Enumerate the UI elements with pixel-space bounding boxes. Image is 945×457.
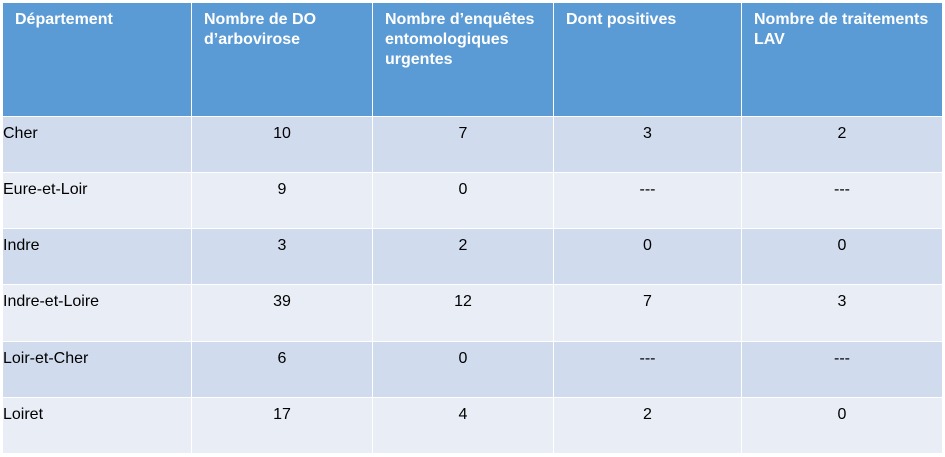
header-positives: Dont positives: [553, 2, 742, 117]
cell-traitements: 0: [741, 396, 943, 455]
cell-do: 9: [191, 172, 373, 230]
header-departement: Département: [2, 2, 192, 117]
table-row: Indre 3 2 0 0: [2, 228, 943, 286]
cell-enquetes: 0: [372, 340, 554, 398]
cell-traitements: 2: [741, 115, 943, 174]
cell-do: 39: [191, 284, 373, 342]
table-row: Eure-et-Loir 9 0 --- ---: [2, 172, 943, 230]
cell-enquetes: 2: [372, 228, 554, 286]
cell-traitements: 0: [741, 228, 943, 286]
cell-positives: 2: [553, 396, 742, 455]
cell-departement: Eure-et-Loir: [2, 172, 192, 230]
cell-departement: Indre-et-Loire: [2, 284, 192, 342]
cell-positives: 3: [553, 115, 742, 174]
cell-do: 17: [191, 396, 373, 455]
cell-positives: ---: [553, 340, 742, 398]
cell-enquetes: 0: [372, 172, 554, 230]
cell-enquetes: 12: [372, 284, 554, 342]
table-row: Loiret 17 4 2 0: [2, 396, 943, 455]
cell-do: 6: [191, 340, 373, 398]
cell-traitements: 3: [741, 284, 943, 342]
cell-positives: 0: [553, 228, 742, 286]
cell-positives: ---: [553, 172, 742, 230]
table-row: Loir-et-Cher 6 0 --- ---: [2, 340, 943, 398]
table-header-row: Département Nombre de DO d’arbovirose No…: [2, 2, 943, 117]
cell-traitements: ---: [741, 340, 943, 398]
cell-departement: Loiret: [2, 396, 192, 455]
cell-traitements: ---: [741, 172, 943, 230]
cell-positives: 7: [553, 284, 742, 342]
header-nombre-do: Nombre de DO d’arbovirose: [191, 2, 373, 117]
cell-enquetes: 7: [372, 115, 554, 174]
cell-departement: Indre: [2, 228, 192, 286]
cell-departement: Cher: [2, 115, 192, 174]
cell-enquetes: 4: [372, 396, 554, 455]
header-traitements: Nombre de traitements LAV: [741, 2, 943, 117]
cell-departement: Loir-et-Cher: [2, 340, 192, 398]
header-enquetes: Nombre d’enquêtes entomologiques urgente…: [372, 2, 554, 117]
table-row: Cher 10 7 3 2: [2, 115, 943, 174]
cell-do: 3: [191, 228, 373, 286]
cell-do: 10: [191, 115, 373, 174]
table-row: Indre-et-Loire 39 12 7 3: [2, 284, 943, 342]
